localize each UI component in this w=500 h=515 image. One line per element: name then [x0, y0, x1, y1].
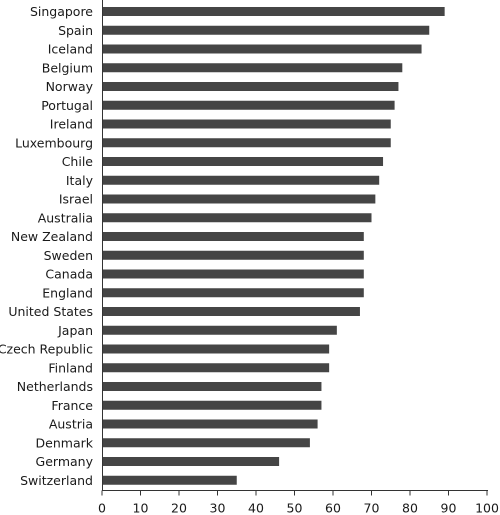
x-tick-label: 40	[248, 501, 264, 515]
bars-layer	[102, 7, 445, 485]
bar-iceland	[102, 44, 422, 54]
x-tick-label: 90	[441, 501, 457, 515]
bar-sweden	[102, 250, 364, 260]
category-label: Iceland	[48, 42, 93, 57]
category-label: Spain	[58, 23, 93, 38]
bar-chile	[102, 157, 384, 166]
bar-spain	[102, 25, 430, 35]
category-label: Netherlands	[17, 379, 93, 394]
bar-australia	[102, 213, 372, 223]
category-labels: Singapore Spain Iceland Belgium Norway Portug…	[0, 4, 94, 488]
category-label: New Zealand	[11, 229, 93, 244]
category-label: Singapore	[30, 4, 93, 19]
category-label: Germany	[36, 454, 94, 469]
category-label: Australia	[38, 210, 93, 225]
bar-denmark	[102, 438, 310, 448]
x-tick-label: 70	[364, 501, 380, 515]
bar-netherlands	[102, 382, 322, 391]
bar-switzerland	[102, 475, 237, 485]
category-label: Sweden	[44, 248, 93, 263]
category-label: Norway	[46, 79, 94, 94]
bar-ireland	[102, 119, 391, 129]
category-label: Israel	[59, 192, 93, 207]
bar-norway	[102, 82, 399, 91]
category-label: Finland	[48, 360, 93, 375]
bar-japan	[102, 325, 337, 335]
category-label: Italy	[66, 173, 94, 188]
category-label: Switzerland	[20, 473, 93, 488]
bar-united-states	[102, 307, 360, 316]
bar-singapore	[102, 7, 445, 16]
bar-new-zealand	[102, 232, 364, 241]
x-tick-label: 50	[287, 501, 303, 515]
bar-israel	[102, 194, 376, 204]
category-label: Luxembourg	[15, 135, 93, 150]
bar-austria	[102, 419, 318, 429]
x-tick-label: 80	[402, 501, 418, 515]
bar-portugal	[102, 100, 395, 110]
bar-finland	[102, 363, 330, 373]
bar-czech-republic	[102, 344, 330, 354]
x-tick-label: 20	[171, 501, 187, 515]
bar-canada	[102, 269, 364, 279]
category-label: Austria	[49, 417, 93, 432]
bar-england	[102, 288, 364, 298]
category-label: Canada	[45, 267, 93, 282]
category-label: Portugal	[41, 98, 93, 113]
category-label: France	[51, 398, 93, 413]
bar-belgium	[102, 63, 403, 73]
x-tick-label: 10	[133, 501, 149, 515]
x-tick-label: 0	[98, 501, 106, 515]
category-label: England	[42, 285, 93, 300]
category-label: Ireland	[50, 117, 93, 132]
x-tick-label: 100	[475, 501, 499, 515]
category-label: United States	[8, 304, 93, 319]
category-label: Chile	[62, 154, 94, 169]
category-label: Belgium	[42, 60, 93, 75]
x-tick-label: 60	[325, 501, 341, 515]
bar-germany	[102, 457, 280, 466]
category-label: Japan	[57, 323, 93, 338]
bar-france	[102, 400, 322, 410]
category-label: Czech Republic	[0, 342, 93, 357]
bar-luxembourg	[102, 138, 391, 148]
bar-italy	[102, 175, 380, 185]
x-tick-label: 30	[210, 501, 226, 515]
category-label: Denmark	[36, 435, 94, 450]
x-axis-ticks: 0 10 20 30 40 50 60 70 80 90 100	[98, 490, 499, 515]
